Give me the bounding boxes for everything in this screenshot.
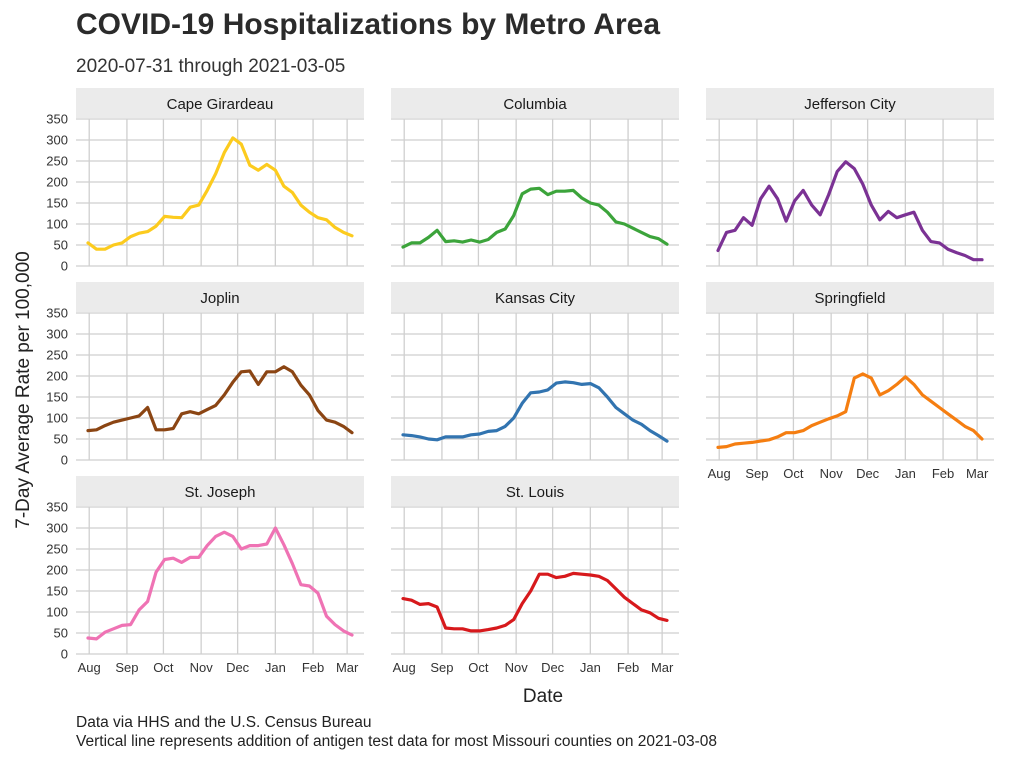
y-tick-label: 300 xyxy=(46,327,68,342)
x-tick-label: Feb xyxy=(932,466,954,481)
series-line xyxy=(401,571,669,633)
panel-kansas-city: Kansas City xyxy=(391,282,679,461)
x-tick-label: Dec xyxy=(226,660,250,675)
y-tick-label: 0 xyxy=(61,259,68,274)
x-tick-label: Aug xyxy=(708,466,731,481)
panel-jefferson-city: Jefferson City xyxy=(706,88,994,267)
caption-line-1: Data via HHS and the U.S. Census Bureau xyxy=(76,714,372,731)
x-tick-label: Jan xyxy=(580,660,601,675)
chart-title: COVID-19 Hospitalizations by Metro Area xyxy=(76,8,661,41)
y-tick-label: 200 xyxy=(46,369,68,384)
series-line xyxy=(86,526,354,641)
x-tick-label: Feb xyxy=(302,660,324,675)
panel-columbia: Columbia xyxy=(391,88,679,267)
y-tick-label: 200 xyxy=(46,175,68,190)
y-tick-label: 250 xyxy=(46,154,68,169)
panel-strip xyxy=(391,88,679,118)
x-tick-label: Sep xyxy=(115,660,138,675)
y-tick-label: 300 xyxy=(46,521,68,536)
y-tick-label: 100 xyxy=(46,411,68,426)
y-axis-label: 7-Day Average Rate per 100,000 xyxy=(13,251,34,528)
x-tick-label: Jan xyxy=(895,466,916,481)
panel-strip xyxy=(391,282,679,312)
x-tick-label: Nov xyxy=(190,660,214,675)
x-tick-label: Nov xyxy=(505,660,529,675)
y-tick-label: 50 xyxy=(54,432,68,447)
y-tick-label: 0 xyxy=(61,453,68,468)
panel-strip-label: Springfield xyxy=(815,290,886,307)
x-tick-label: Dec xyxy=(541,660,565,675)
x-tick-label: Mar xyxy=(336,660,359,675)
x-tick-label: Oct xyxy=(468,660,489,675)
x-tick-label: Aug xyxy=(78,660,101,675)
y-tick-label: 150 xyxy=(46,196,68,211)
panel-strip-label: Joplin xyxy=(200,290,239,307)
panel-strip xyxy=(76,282,364,312)
series-line xyxy=(86,365,354,435)
panel-strip-label: Jefferson City xyxy=(804,96,896,113)
y-tick-label: 350 xyxy=(46,306,68,321)
y-tick-label: 100 xyxy=(46,217,68,232)
panel-joplin: Joplin 0 50 100 150 200 250 300 350 xyxy=(46,282,364,468)
panel-st-joseph: St. Joseph 0 50 100 150 200 250 300 350 Aug Sep Oct… xyxy=(46,476,364,675)
panel-strip xyxy=(391,476,679,506)
y-tick-label: 350 xyxy=(46,112,68,127)
panel-strip-label: St. Joseph xyxy=(185,484,256,501)
panel-st-louis: St. Louis Aug Sep Oct Nov Dec Jan Feb Mar xyxy=(391,476,679,675)
x-tick-label: Dec xyxy=(856,466,880,481)
x-tick-label: Mar xyxy=(651,660,674,675)
caption: Data via HHS and the U.S. Census Bureau … xyxy=(76,713,717,751)
y-tick-label: 300 xyxy=(46,133,68,148)
y-tick-label: 250 xyxy=(46,542,68,557)
y-tick-label: 0 xyxy=(61,647,68,662)
series-line xyxy=(401,186,669,249)
panel-strip xyxy=(76,88,364,118)
panels-group: Cape Girardeau 0 50 100 150 200 250 300 350 Colum… xyxy=(46,88,994,675)
panel-strip-label: St. Louis xyxy=(506,484,564,501)
x-tick-label: Oct xyxy=(153,660,174,675)
y-tick-label: 150 xyxy=(46,390,68,405)
x-tick-label: Oct xyxy=(783,466,804,481)
series-line xyxy=(716,372,984,449)
y-tick-label: 350 xyxy=(46,500,68,515)
x-tick-label: Mar xyxy=(966,466,989,481)
x-tick-label: Jan xyxy=(265,660,286,675)
panel-strip xyxy=(76,476,364,506)
panel-strip xyxy=(706,88,994,118)
x-axis-label: Date xyxy=(523,686,563,707)
y-tick-label: 150 xyxy=(46,584,68,599)
x-tick-label: Aug xyxy=(393,660,416,675)
panel-strip-label: Cape Girardeau xyxy=(167,96,274,113)
series-line xyxy=(86,136,354,251)
series-line xyxy=(401,380,669,443)
chart-subtitle: 2020-07-31 through 2021-03-05 xyxy=(76,56,346,77)
panel-cape-girardeau: Cape Girardeau 0 50 100 150 200 250 300 350 xyxy=(46,88,364,274)
y-tick-label: 50 xyxy=(54,238,68,253)
x-tick-label: Sep xyxy=(430,660,453,675)
y-tick-label: 200 xyxy=(46,563,68,578)
panel-springfield: Springfield Aug Sep Oct Nov Dec Jan Feb Mar xyxy=(706,282,994,481)
panel-strip-label: Kansas City xyxy=(495,290,576,307)
y-tick-label: 50 xyxy=(54,626,68,641)
panel-strip-label: Columbia xyxy=(503,96,567,113)
series-line xyxy=(716,160,984,262)
y-tick-label: 250 xyxy=(46,348,68,363)
x-tick-label: Nov xyxy=(820,466,844,481)
caption-line-2: Vertical line represents addition of ant… xyxy=(76,733,718,750)
x-tick-label: Feb xyxy=(617,660,639,675)
y-tick-label: 100 xyxy=(46,605,68,620)
panel-strip xyxy=(706,282,994,312)
x-tick-label: Sep xyxy=(745,466,768,481)
